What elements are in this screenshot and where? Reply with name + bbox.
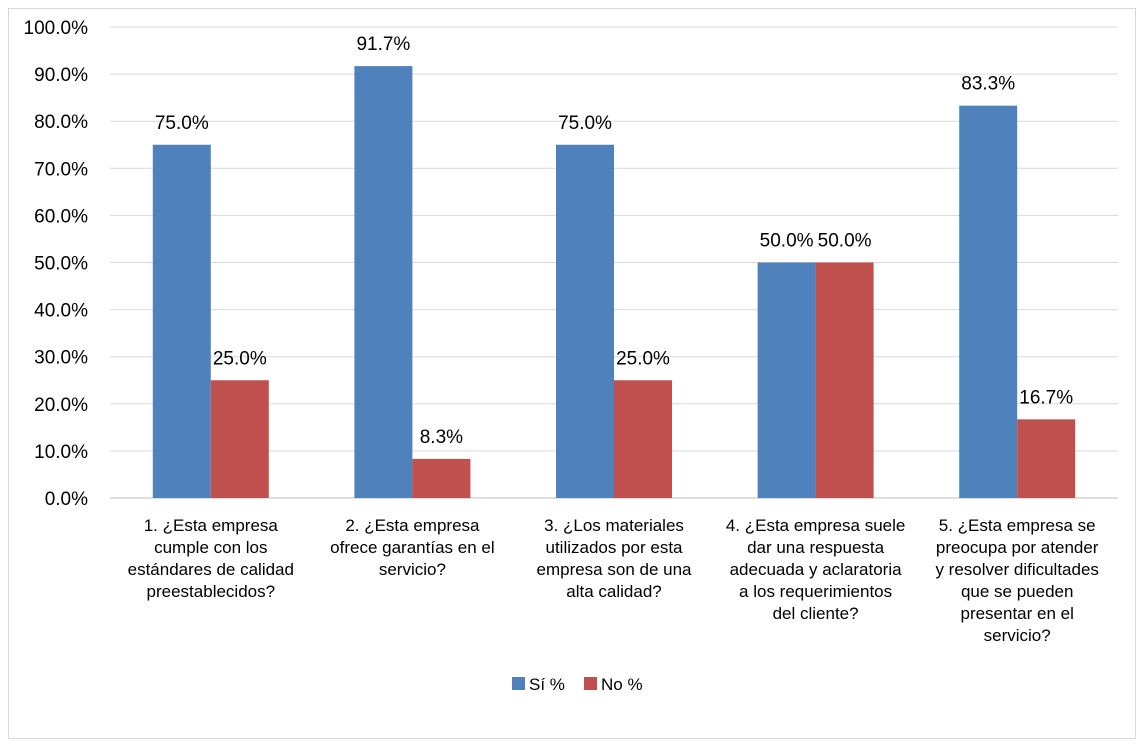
bar-si [152,144,211,498]
x-tick-label: estándares de calidad [128,560,294,579]
x-tick-label: servicio? [984,626,1051,645]
x-tick-label: 2. ¿Esta empresa [345,516,480,535]
x-tick-label: 1. ¿Esta empresa [144,516,279,535]
x-tick-label: utilizados por esta [545,538,683,557]
x-tick-label: que se pueden [961,582,1074,601]
data-label: 25.0% [616,348,670,369]
y-tick-label: 0.0% [45,489,88,510]
x-tick-label: presentar en el [960,604,1073,623]
data-label: 8.3% [420,427,463,448]
y-tick-label: 100.0% [24,18,89,39]
x-tick-label: preocupa por atender [936,538,1099,557]
bar-no [1017,419,1076,498]
data-label: 25.0% [213,348,267,369]
legend-label: Sí % [529,675,565,694]
legend-swatch [512,677,525,690]
bar-no [614,380,672,498]
x-tick-label: 4. ¿Esta empresa suele [726,516,906,535]
x-tick-label: cumple con los [154,538,267,557]
legend-swatch [584,677,597,690]
data-label: 50.0% [760,231,814,252]
x-tick-label: a los requerimientos [739,582,892,601]
data-label: 50.0% [818,231,872,252]
data-label: 75.0% [155,113,209,134]
x-tick-label: alta calidad? [566,582,661,601]
bar-si [757,262,816,498]
bar-si [959,105,1018,499]
x-tick-label: empresa son de una [537,560,693,579]
bar-no [412,458,471,498]
legend-label: No % [601,675,643,694]
y-tick-label: 70.0% [34,159,88,180]
bar-no [210,380,269,498]
x-tick-label: 5. ¿Esta empresa se [939,516,1096,535]
x-tick-label: 3. ¿Los materiales [544,516,684,535]
data-label: 75.0% [558,113,612,134]
y-tick-label: 60.0% [34,206,88,227]
x-tick-label: del cliente? [773,604,859,623]
y-tick-label: 90.0% [34,65,88,86]
y-tick-label: 40.0% [34,301,88,322]
data-label: 83.3% [961,74,1015,95]
y-tick-label: 20.0% [34,395,88,416]
y-tick-label: 30.0% [34,348,88,369]
x-tick-label: servicio? [379,560,446,579]
bar-no [815,262,874,498]
x-tick-label: dar una respuesta [747,538,885,557]
x-tick-label: adecuada y aclaratoria [730,560,903,579]
bar-si [556,144,614,498]
x-tick-label: preestablecidos? [147,582,276,601]
x-tick-label: ofrece garantías en el [330,538,494,557]
y-tick-label: 10.0% [34,442,88,463]
data-label: 16.7% [1019,387,1073,408]
y-tick-label: 50.0% [34,254,88,275]
data-label: 91.7% [356,34,410,55]
bar-si [354,66,413,498]
y-tick-label: 80.0% [34,112,88,133]
x-tick-label: y resolver dificultades [935,560,1098,579]
